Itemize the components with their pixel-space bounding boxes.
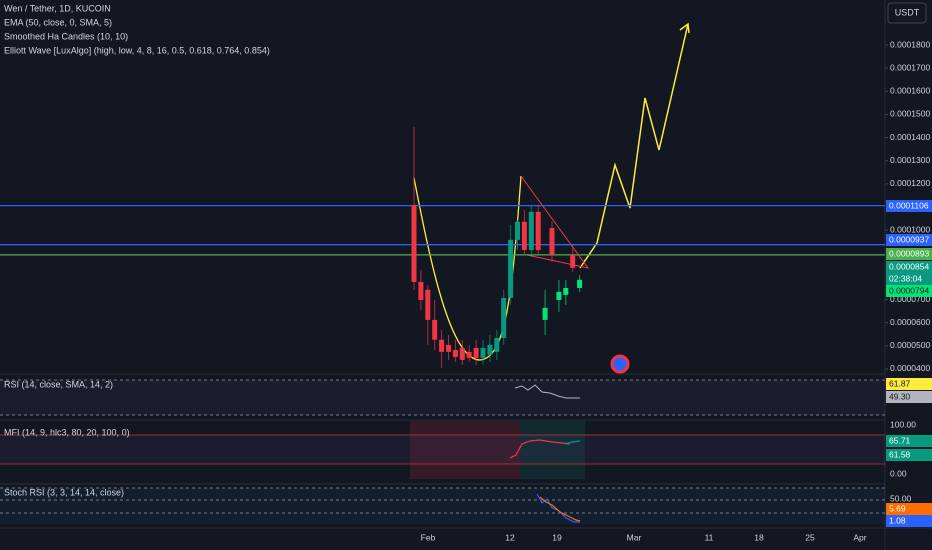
mfi-signal	[564, 440, 581, 445]
price-tick-label: 0.0001800	[890, 39, 930, 49]
pane-title: Stoch RSI (3, 3, 14, 14, close)	[4, 487, 124, 497]
price-label-box	[886, 234, 932, 246]
price-label: 0.0000937	[889, 234, 929, 244]
stoch-k	[536, 493, 580, 523]
price-tick-label: 0.0001300	[890, 155, 930, 165]
currency-label[interactable]: USDT	[895, 7, 920, 17]
time-label: 11	[705, 532, 714, 542]
price-label: 61.58	[889, 449, 911, 459]
candle-body	[563, 287, 569, 295]
mfi-line	[509, 439, 571, 459]
axis-label: 50.00	[890, 493, 912, 503]
axis-label: 100.00	[890, 419, 916, 429]
mfi-zone-green	[520, 421, 585, 479]
axis-label: 0.00	[890, 468, 907, 478]
candle-body	[501, 297, 507, 338]
indicator-label: Smoothed Ha Candles (10, 10)	[4, 31, 128, 41]
time-label: 25	[805, 532, 815, 542]
candle-body	[521, 221, 527, 251]
price-label-box	[886, 200, 932, 212]
price-label-box	[886, 378, 932, 390]
candle-body	[535, 211, 541, 251]
price-label: 61.87	[889, 378, 911, 388]
candle-body	[452, 349, 458, 357]
event-icon[interactable]	[610, 354, 630, 374]
candle-body	[542, 307, 548, 320]
candle-body	[515, 221, 520, 240]
price-tick-label: 0.0001500	[890, 109, 930, 119]
price-label: 5.69	[889, 503, 906, 513]
indicator-label: Elliott Wave [LuxAlgo] (high, low, 4, 8,…	[4, 45, 270, 55]
candle-body	[439, 339, 445, 352]
candle-body	[473, 347, 479, 358]
price-label-box	[886, 503, 932, 515]
elliott-projection	[579, 23, 689, 269]
candle-body	[556, 291, 562, 301]
price-label: 1.08	[889, 515, 906, 525]
candle-body	[446, 344, 451, 352]
price-label-box	[886, 391, 932, 403]
mfi-zone-red	[410, 421, 520, 479]
price-label-box	[886, 248, 932, 260]
candle-body	[432, 319, 438, 340]
stoch-d	[539, 496, 581, 522]
pane-title: RSI (14, close, SMA, 14, 2)	[4, 379, 113, 389]
time-label: 19	[552, 532, 562, 542]
rsi-band	[0, 380, 885, 415]
price-tick-label: 0.0000400	[890, 363, 930, 373]
candle-body	[480, 347, 486, 358]
indicator-label: EMA (50, close, 0, SMA, 5)	[4, 17, 112, 27]
price-label: 0.0000794	[889, 285, 929, 295]
candle-body	[570, 254, 576, 268]
currency-button[interactable]	[887, 2, 927, 24]
price-label-box	[886, 449, 932, 461]
pane-title: MFI (14, 9, hlc3, 80, 20, 100, 0)	[4, 427, 130, 437]
mfi-band	[0, 435, 885, 464]
price-label: 65.71	[889, 435, 911, 445]
time-label: Apr	[853, 532, 866, 542]
candle-body	[411, 204, 417, 282]
time-label: 18	[754, 532, 764, 542]
candle-body	[418, 281, 424, 301]
symbol-title: Wen / Tether, 1D, KUCOIN	[4, 3, 111, 13]
price-tick-label: 0.0001000	[890, 224, 930, 234]
rsi-line	[514, 384, 580, 399]
price-tick-label: 0.0001700	[890, 62, 930, 72]
wave-lines	[520, 175, 590, 269]
price-label-box	[886, 261, 932, 285]
candle-body	[549, 228, 555, 255]
candle-body	[466, 351, 472, 358]
price-label: 0.0000854	[889, 261, 929, 271]
candle-body	[459, 347, 465, 360]
candle-body	[508, 239, 514, 298]
price-tick-label: 0.0000700	[890, 294, 930, 304]
price-label: 0.0001106	[889, 200, 929, 210]
countdown: 02:38:04	[889, 273, 922, 283]
candle-body	[494, 337, 500, 352]
price-label-box	[886, 435, 932, 447]
price-label: 49.30	[889, 391, 911, 401]
price-tick-label: 0.0000500	[890, 340, 930, 350]
time-label: Feb	[421, 532, 436, 542]
price-tick-label: 0.0001400	[890, 132, 930, 142]
price-tick-label: 0.0000600	[890, 317, 930, 327]
candle-body	[487, 344, 493, 355]
projection-arrowhead	[679, 22, 690, 34]
candle-body	[577, 279, 583, 288]
time-label: 12	[505, 532, 515, 542]
candle-body	[528, 211, 534, 251]
price-label: 0.0000893	[889, 248, 929, 258]
time-label: Mar	[627, 532, 642, 542]
stoch-band	[0, 488, 885, 524]
candle-body	[425, 289, 431, 320]
price-label-box	[886, 285, 932, 297]
price-tick-label: 0.0001600	[890, 86, 930, 96]
price-label-box	[886, 515, 932, 527]
price-tick-label: 0.0001200	[890, 178, 930, 188]
